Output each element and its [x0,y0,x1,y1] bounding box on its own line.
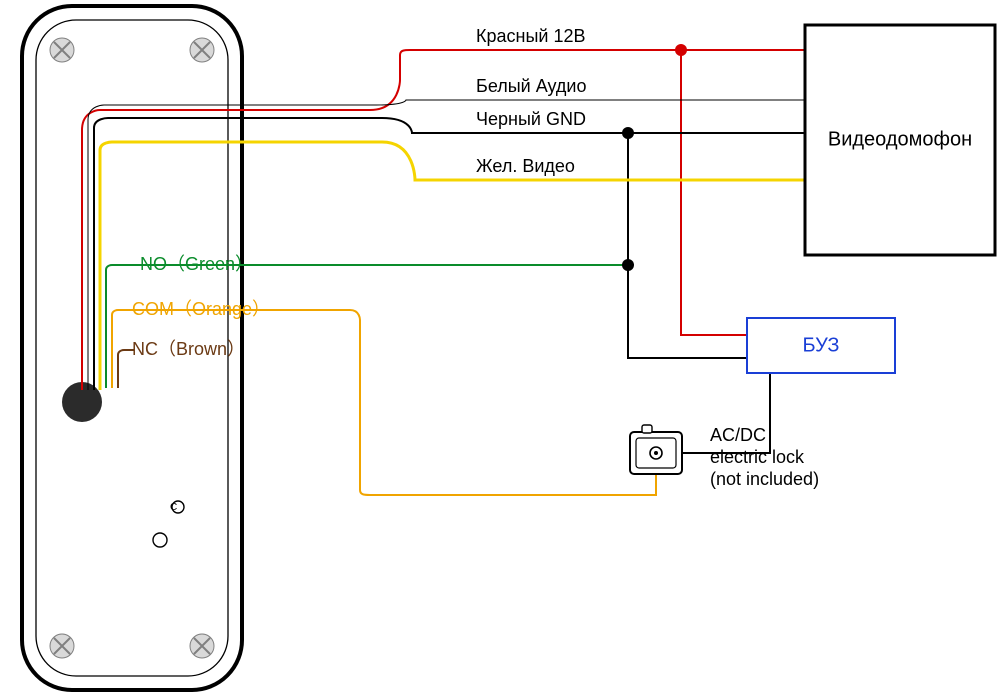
panel-screw [190,38,214,62]
lock-label-1: AC/DC [710,425,766,445]
lock-label-3: (not included) [710,469,819,489]
panel-screw [50,38,74,62]
panel-screw [50,634,74,658]
junction-red [675,44,687,56]
label-black: Черный GND [476,109,586,129]
lock-icon [630,425,682,474]
label-orange: COM（Orange） [132,299,270,319]
box-buz-label: БУЗ [802,334,839,356]
box-videophone: Видеодомофон [805,25,995,255]
wire-black-drop [628,133,747,358]
label-white: Белый Аудио [476,76,587,96]
box-videophone-label: Видеодомофон [828,128,972,150]
svg-text:C: C [170,502,177,513]
wire-red-drop [681,50,747,335]
label-brown: NC（Brown） [132,339,245,359]
label-yellow: Жел. Видео [476,156,575,176]
lock-label-2: electric lock [710,447,805,467]
box-buz: БУЗ [747,318,895,373]
junction-green-end [622,259,634,271]
junction-black [622,127,634,139]
label-red: Красный 12В [476,26,585,46]
label-green: NO（Green） [140,254,253,274]
wiring-diagram: C Красный 12В Белый Аудио Черный GND Жел… [0,0,1000,696]
panel-screw [190,634,214,658]
